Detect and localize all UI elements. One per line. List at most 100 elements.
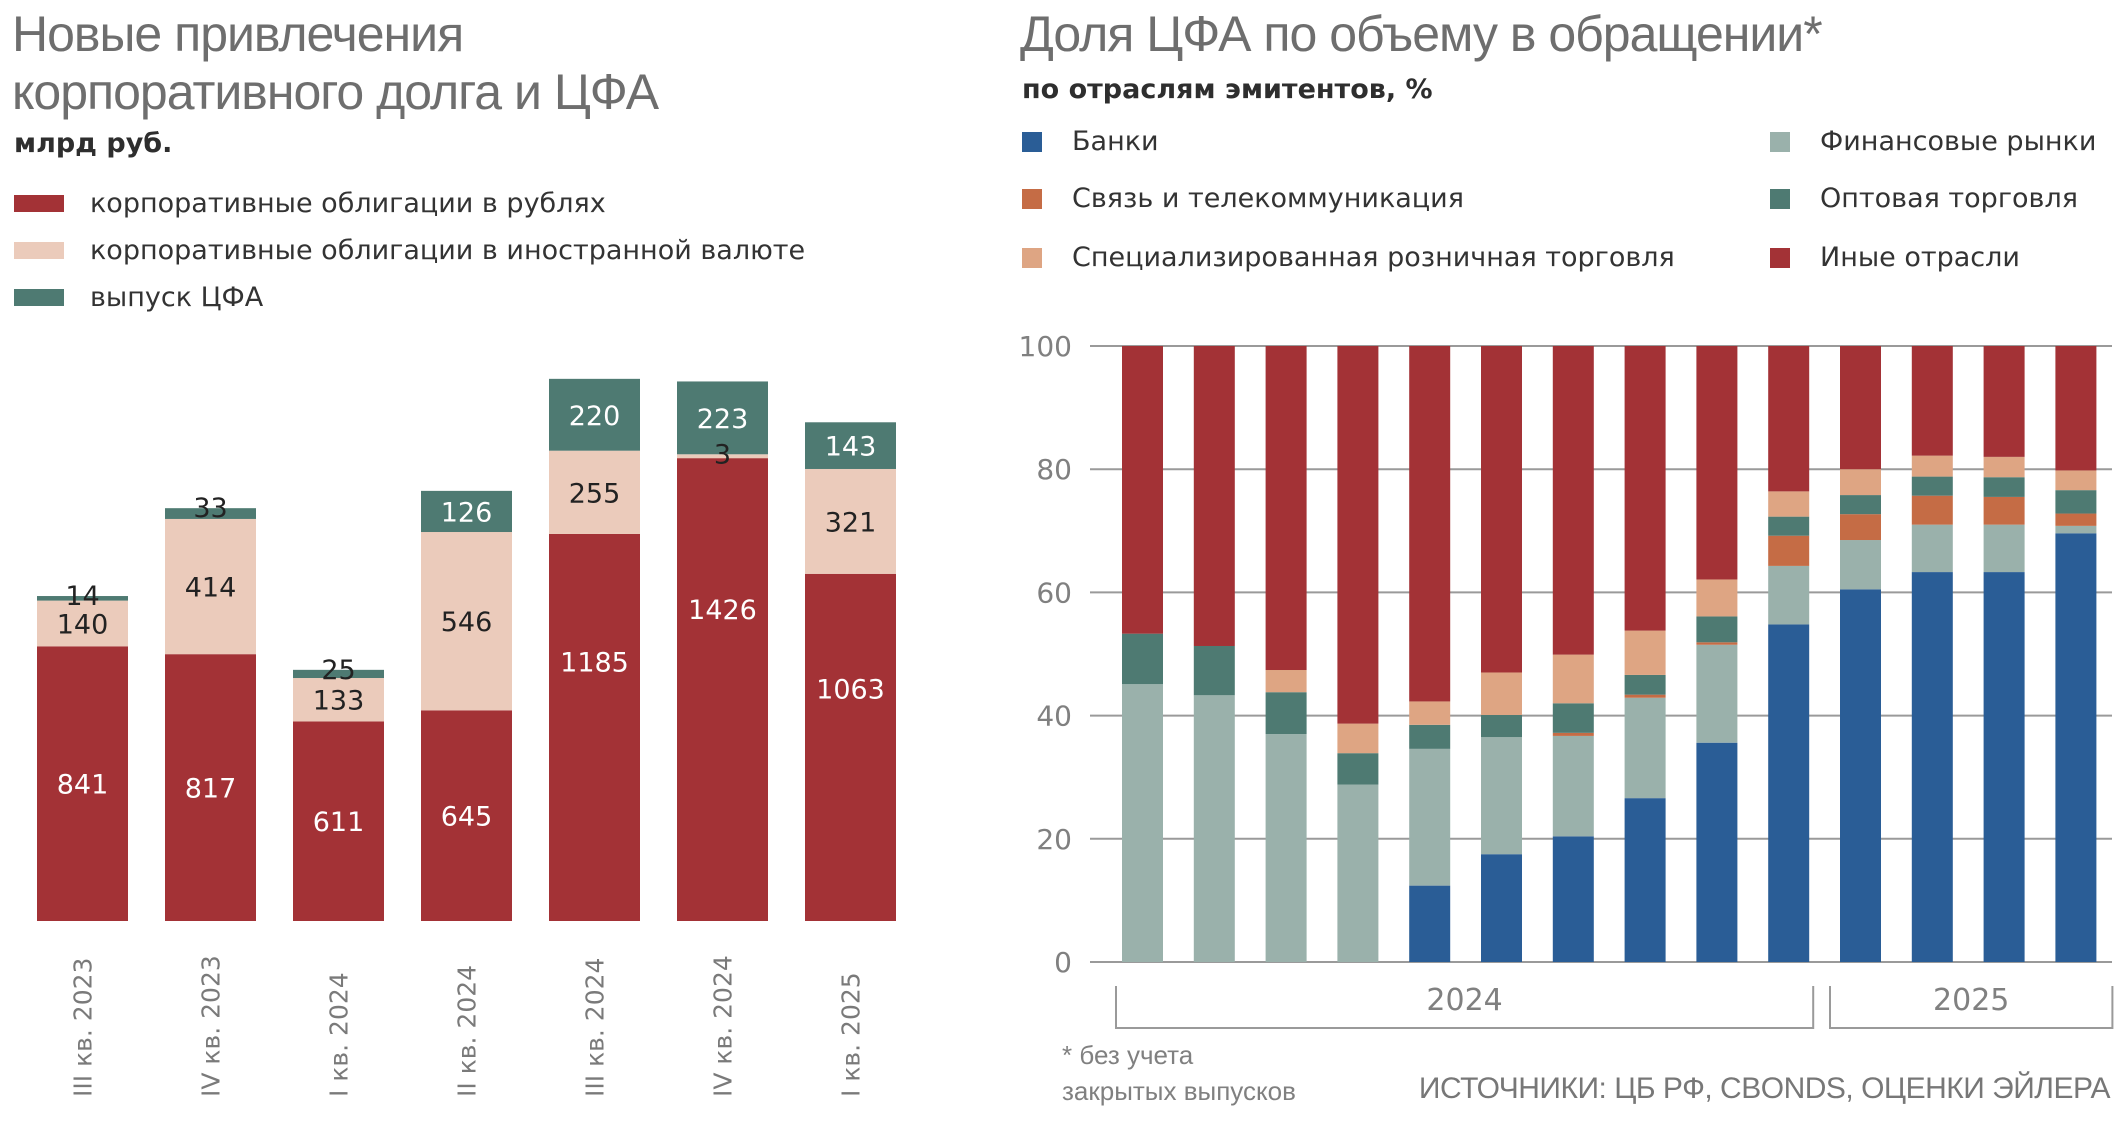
right-y-tick-label: 80 [1036, 453, 1072, 486]
right-bar-segment [1696, 346, 1738, 580]
right-bar-segment [1409, 701, 1451, 725]
right-chart-subtitle: по отраслям эмитентов, % [1022, 74, 1433, 105]
right-bar-segment [1768, 624, 1810, 962]
right-bar-segment [1840, 495, 1881, 515]
left-bar-group: 1185 255 220 [549, 378, 640, 921]
left-bar-data-label: 1185 [560, 648, 629, 679]
left-bar-group: 1063 321 143 [805, 422, 896, 921]
right-bar-segment [1840, 540, 1881, 590]
left-x-tick-label: I кв. 2025 [837, 972, 866, 1097]
right-bar-segment [1193, 695, 1235, 962]
left-x-tick-label: III кв. 2023 [69, 958, 98, 1097]
legend-label: Специализированная розничная торговля [1072, 242, 1675, 273]
legend-label: Связь и телекоммуникация [1072, 183, 1464, 214]
right-bar-group [1552, 346, 1594, 962]
left-bar-segment [549, 533, 640, 921]
legend-label: Иные отрасли [1820, 242, 2020, 273]
right-bar-segment [1624, 346, 1666, 631]
left-bar-segment [805, 422, 896, 469]
right-bar-group [1481, 346, 1522, 962]
left-bar-segment [677, 455, 768, 921]
left-x-tick-label: IV кв. 2023 [197, 955, 226, 1097]
right-bar-segment [1624, 694, 1666, 698]
right-chart-title: Доля ЦФА по объему в обращении* [1020, 6, 1823, 62]
left-bar-data-label: 126 [441, 497, 493, 528]
right-bar-group [2055, 346, 2097, 962]
right-bar-segment [2055, 525, 2097, 534]
right-bar-segment [1983, 496, 2025, 525]
right-bar-segment [1409, 885, 1451, 962]
right-legend-item-wholesale: Оптовая торговля [1770, 183, 2078, 214]
right-bar-segment [1983, 572, 2025, 962]
right-bar-segment [1696, 742, 1738, 962]
left-x-tick-label: II кв. 2024 [453, 965, 482, 1097]
right-bar-segment [1409, 346, 1451, 702]
left-bar-segment [549, 378, 640, 451]
right-bar-segment [1409, 748, 1451, 886]
left-bar-data-label: 817 [185, 774, 237, 805]
right-year-bracket [1115, 986, 1815, 1029]
right-bar-segment [1552, 836, 1594, 962]
right-bar-group [1265, 346, 1307, 962]
left-bar-group: 817 414 33 [165, 493, 256, 921]
right-legend-item-financial-markets: Финансовые рынки [1770, 126, 2096, 157]
legend-swatch-icon [1770, 131, 1790, 152]
left-bar-data-label: 140 [57, 609, 109, 640]
right-bar-segment [1552, 732, 1594, 736]
right-bar-segment [1337, 784, 1379, 962]
right-legend-item-telecom: Связь и телекоммуникация [1022, 183, 1464, 214]
right-bar-segment [1481, 714, 1522, 738]
left-bar-data-label: 25 [321, 655, 355, 686]
right-y-tick-label: 40 [1036, 700, 1072, 733]
right-year-label: 2025 [1933, 983, 2009, 1018]
left-bar-segment [37, 646, 128, 921]
right-bar-segment [1768, 346, 1810, 492]
right-bar-segment [1337, 346, 1379, 724]
right-bar-segment [1409, 724, 1451, 749]
right-bar-segment [1840, 469, 1881, 496]
left-bar-segment [37, 596, 128, 601]
right-bar-group [1840, 346, 1881, 962]
left-bar-segment [293, 678, 384, 722]
right-bar-segment [1481, 854, 1522, 962]
right-bar-segment [1983, 477, 2025, 497]
legend-swatch-icon [1022, 131, 1042, 152]
left-bar-segment [421, 710, 512, 921]
legend-swatch-icon [14, 242, 64, 259]
right-bar-segment [1481, 672, 1522, 715]
left-bar-data-label: 255 [569, 478, 621, 509]
left-bar-segment [37, 600, 128, 647]
left-bar-data-label: 414 [185, 573, 237, 604]
legend-swatch-icon [1022, 247, 1042, 268]
left-x-tick-label: I кв. 2024 [325, 972, 354, 1097]
right-bar-segment [1768, 491, 1810, 517]
left-bar-data-label: 1426 [688, 595, 757, 626]
right-bar-segment [1911, 476, 1953, 496]
right-bar-segment [1265, 734, 1307, 962]
footnote-line-2: закрытых выпусков [1062, 1076, 1296, 1106]
right-bar-group [1983, 346, 2025, 962]
right-bar-group [1122, 346, 1163, 962]
footnote-line-1: * без учета [1062, 1040, 1194, 1070]
left-x-tick-label: IV кв. 2024 [709, 955, 738, 1097]
right-bar-segment [1911, 524, 1953, 573]
left-bar-data-label: 33 [193, 493, 227, 524]
right-bar-segment [1552, 654, 1594, 704]
left-bar-data-label: 223 [697, 404, 749, 435]
right-bar-group [1768, 346, 1810, 962]
right-bar-segment [1624, 674, 1666, 695]
right-bar-segment [1983, 346, 2025, 457]
left-legend-item-fx-bonds: корпоративные облигации в иностранной ва… [14, 235, 805, 266]
left-bar-data-label: 143 [825, 432, 877, 463]
left-bar-data-label: 3 [714, 439, 731, 470]
right-bar-segment [1193, 346, 1235, 646]
legend-label: Банки [1072, 126, 1159, 157]
right-bar-segment [1696, 644, 1738, 743]
right-bar-segment [1768, 535, 1810, 566]
left-bar-segment [677, 454, 768, 459]
right-bar-group [1696, 346, 1738, 962]
right-bar-segment [1696, 642, 1738, 645]
